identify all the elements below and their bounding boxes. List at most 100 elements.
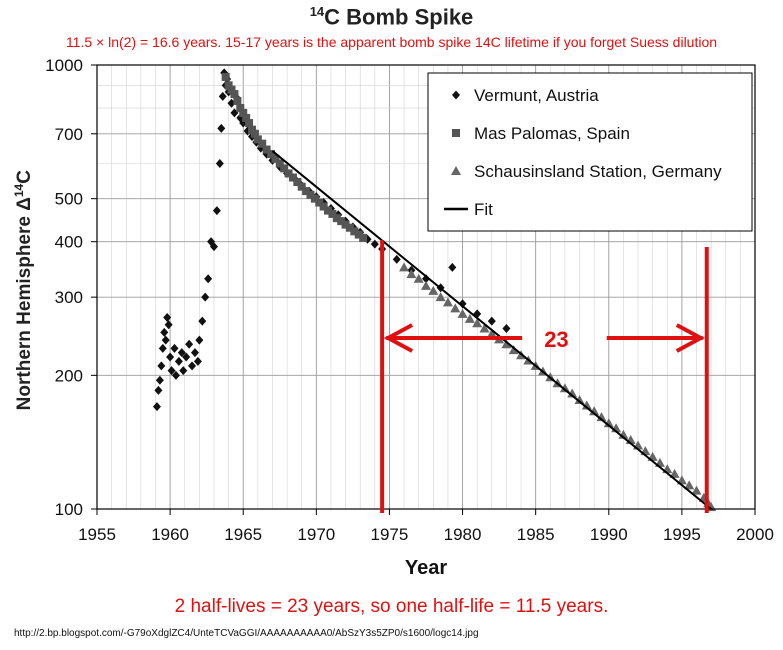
legend-label: Mas Palomas, Spain	[474, 124, 630, 143]
point-mas-palomas-spain	[247, 125, 256, 134]
point-vermunt-austria	[217, 123, 226, 133]
point-schausinsland-station-germany	[596, 412, 607, 422]
point-vermunt-austria	[166, 352, 175, 362]
point-vermunt-austria	[392, 254, 401, 264]
point-vermunt-austria	[161, 335, 170, 345]
point-schausinsland-station-germany	[567, 388, 578, 398]
point-mas-palomas-spain	[341, 220, 350, 229]
chart-title: 14C Bomb Spike	[0, 4, 783, 30]
point-vermunt-austria	[158, 343, 167, 353]
point-vermunt-austria	[163, 312, 172, 322]
x-axis-title: Year	[405, 557, 447, 579]
x-tick-label: 1965	[224, 525, 262, 544]
point-mas-palomas-spain	[233, 96, 242, 105]
point-schausinsland-station-germany	[581, 400, 592, 410]
y-tick-label: 1000	[45, 56, 83, 75]
point-schausinsland-station-germany	[442, 297, 453, 307]
point-mas-palomas-spain	[236, 104, 245, 113]
y-tick-label: 300	[55, 288, 83, 307]
plot-frame	[96, 64, 756, 510]
point-vermunt-austria	[502, 323, 511, 333]
point-schausinsland-station-germany	[421, 280, 431, 290]
point-schausinsland-station-germany	[435, 292, 446, 302]
point-vermunt-austria	[198, 316, 207, 326]
point-mas-palomas-spain	[302, 187, 311, 196]
point-mas-palomas-spain	[332, 214, 341, 223]
point-schausinsland-station-germany	[406, 269, 417, 279]
point-vermunt-austria	[154, 385, 163, 395]
point-mas-palomas-spain	[271, 154, 280, 163]
point-vermunt-austria	[152, 402, 161, 412]
point-mas-palomas-spain	[239, 108, 248, 117]
point-mas-palomas-spain	[337, 217, 346, 226]
point-mas-palomas-spain	[230, 90, 239, 99]
point-mas-palomas-spain	[315, 198, 324, 207]
point-vermunt-austria	[179, 366, 188, 376]
red-annotation: 23	[380, 240, 709, 513]
point-vermunt-austria	[201, 292, 210, 302]
point-vermunt-austria	[218, 91, 227, 101]
point-mas-palomas-spain	[280, 164, 289, 173]
red-annotation-subtitle: 11.5 × ln(2) = 16.6 years. 15-17 years i…	[65, 34, 718, 50]
point-mas-palomas-spain	[262, 145, 271, 154]
point-mas-palomas-spain	[324, 206, 333, 215]
title-text: C Bomb Spike	[324, 4, 474, 30]
fit-line	[271, 150, 712, 510]
point-vermunt-austria	[157, 361, 166, 371]
point-mas-palomas-spain	[253, 135, 262, 144]
point-vermunt-austria	[204, 274, 213, 284]
point-vermunt-austria	[195, 335, 204, 345]
point-schausinsland-station-germany	[428, 285, 439, 295]
point-schausinsland-station-germany	[464, 313, 475, 323]
point-schausinsland-station-germany	[508, 345, 519, 355]
point-mas-palomas-spain	[306, 190, 315, 199]
point-mas-palomas-spain	[359, 233, 368, 242]
point-schausinsland-station-germany	[479, 323, 490, 333]
point-vermunt-austria	[164, 320, 173, 330]
point-vermunt-austria	[188, 361, 197, 371]
point-mas-palomas-spain	[310, 194, 319, 203]
point-vermunt-austria	[448, 262, 457, 272]
point-vermunt-austria	[171, 370, 180, 380]
point-vermunt-austria	[167, 366, 176, 376]
point-mas-palomas-spain	[258, 139, 267, 148]
source-url: http://2.bp.blogspot.com/-G79oXdglZC4/Un…	[14, 628, 479, 639]
point-vermunt-austria	[190, 348, 199, 358]
legend: Vermunt, Austria Mas Palomas, Spain Schaus…	[427, 72, 753, 232]
point-vermunt-austria	[185, 339, 194, 349]
point-mas-palomas-spain	[293, 178, 302, 187]
x-tick-label: 1995	[663, 525, 701, 544]
x-tick-label: 1985	[517, 525, 555, 544]
point-vermunt-austria	[193, 356, 202, 366]
point-mas-palomas-spain	[227, 85, 236, 94]
point-mas-palomas-spain	[221, 72, 230, 81]
point-schausinsland-station-germany	[691, 485, 702, 495]
point-mas-palomas-spain	[328, 209, 337, 218]
point-mas-palomas-spain	[319, 202, 328, 211]
point-schausinsland-station-germany	[559, 383, 570, 393]
point-vermunt-austria	[215, 159, 224, 169]
point-schausinsland-station-germany	[589, 406, 600, 416]
y-tick-label: 200	[55, 366, 83, 385]
point-mas-palomas-spain	[242, 113, 251, 122]
bomb-spike-chart: 1955 1960 1965 1970 1975 1980 1985 1990 1995 2000…	[45, 56, 774, 579]
legend-label: Schausinsland Station, Germany	[474, 162, 722, 181]
x-tick-label: 1960	[151, 525, 189, 544]
point-schausinsland-station-germany	[399, 262, 410, 272]
point-vermunt-austria	[174, 356, 183, 366]
span-arrow-left-head	[383, 323, 414, 353]
point-mas-palomas-spain	[275, 159, 284, 168]
legend-marker	[452, 90, 460, 100]
point-vermunt-austria	[370, 239, 379, 249]
y-tick-label: 100	[55, 500, 83, 519]
point-vermunt-austria	[212, 206, 221, 216]
point-vermunt-austria	[160, 327, 169, 337]
point-vermunt-austria	[422, 274, 430, 284]
point-schausinsland-station-germany	[450, 303, 461, 313]
y-tick-label: 500	[55, 190, 83, 209]
x-tick-label: 1955	[78, 525, 116, 544]
point-mas-palomas-spain	[297, 182, 306, 191]
span-label: 23	[544, 327, 568, 352]
title-superscript: 14	[309, 4, 325, 19]
point-schausinsland-station-germany	[472, 318, 483, 328]
